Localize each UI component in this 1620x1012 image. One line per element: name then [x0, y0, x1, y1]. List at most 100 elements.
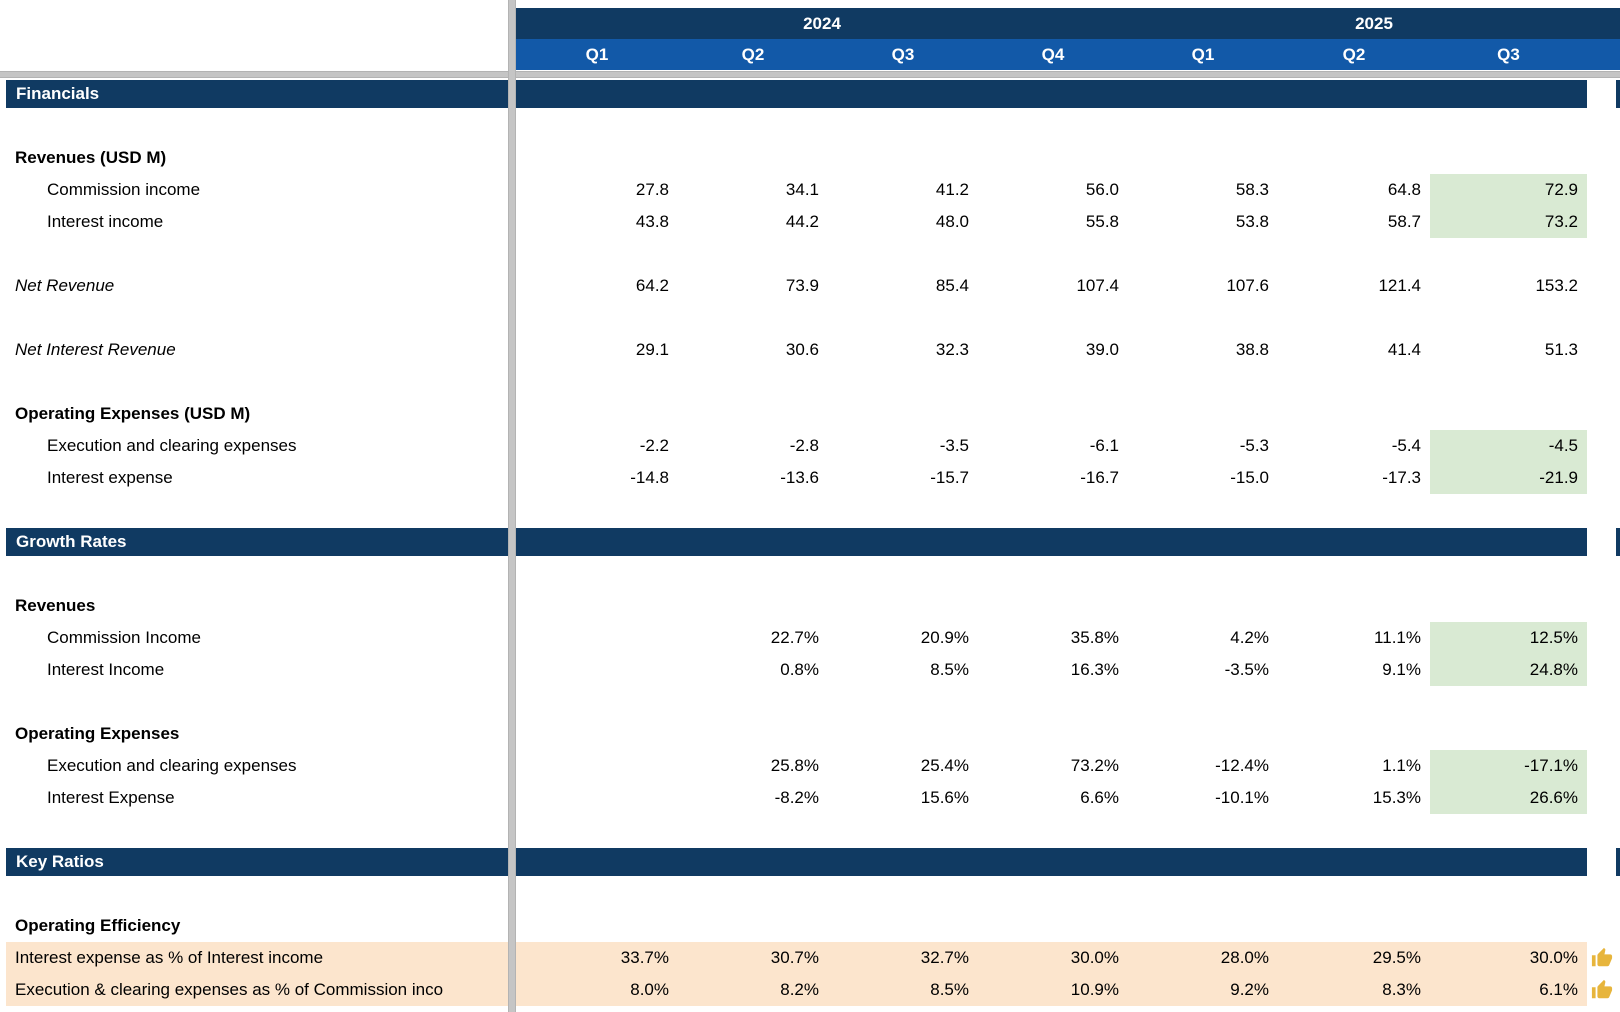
cell[interactable]: 41.4: [1387, 340, 1421, 359]
section-header-financials[interactable]: Financials: [6, 80, 1587, 108]
cell[interactable]: -21.9: [1539, 468, 1578, 487]
cell[interactable]: 34.1: [785, 180, 819, 199]
quarter-header-q2-2025[interactable]: Q2: [1342, 45, 1366, 64]
cell[interactable]: 32.3: [935, 340, 969, 359]
row-label[interactable]: Interest Expense: [47, 788, 175, 807]
cell[interactable]: 30.0%: [1529, 948, 1578, 967]
cell[interactable]: 6.6%: [1080, 788, 1119, 807]
cell[interactable]: 8.5%: [930, 660, 969, 679]
cell[interactable]: 29.1: [635, 340, 669, 359]
cell[interactable]: 43.8: [635, 212, 669, 231]
cell[interactable]: -14.8: [630, 468, 669, 487]
cell[interactable]: 30.7%: [770, 948, 819, 967]
cell[interactable]: 32.7%: [920, 948, 969, 967]
cell[interactable]: 11.1%: [1374, 628, 1421, 647]
quarter-header-q2-2024[interactable]: Q2: [741, 45, 765, 64]
cell[interactable]: 8.3%: [1382, 980, 1421, 999]
cell[interactable]: 56.0: [1085, 180, 1119, 199]
cell[interactable]: -3.5: [939, 436, 969, 455]
section-header-growth-rates[interactable]: Growth Rates: [6, 528, 1587, 556]
cell[interactable]: [516, 782, 678, 814]
vertical-pane-divider[interactable]: [508, 0, 516, 1012]
cell[interactable]: 121.4: [1378, 276, 1421, 295]
cell[interactable]: 35.8%: [1070, 628, 1119, 647]
cell[interactable]: 44.2: [785, 212, 819, 231]
horizontal-pane-divider[interactable]: [0, 71, 1620, 78]
cell[interactable]: 10.9%: [1070, 980, 1119, 999]
cell[interactable]: 20.9%: [920, 628, 969, 647]
cell[interactable]: [516, 750, 678, 782]
cell[interactable]: 24.8%: [1529, 660, 1578, 679]
row-label[interactable]: Interest expense as % of Interest income: [15, 948, 324, 967]
cell[interactable]: -17.3: [1382, 468, 1421, 487]
cell[interactable]: -12.4%: [1215, 756, 1269, 775]
cell[interactable]: 29.5%: [1372, 948, 1421, 967]
cell[interactable]: 53.8: [1235, 212, 1269, 231]
quarter-header-q1-2024[interactable]: Q1: [585, 45, 609, 64]
thumbs-up-icon[interactable]: [1591, 947, 1613, 969]
cell[interactable]: 72.9: [1544, 180, 1578, 199]
cell[interactable]: 27.8: [635, 180, 669, 199]
cell[interactable]: 38.8: [1235, 340, 1269, 359]
cell[interactable]: 28.0%: [1220, 948, 1269, 967]
cell[interactable]: 64.8: [1387, 180, 1421, 199]
cell[interactable]: 107.6: [1226, 276, 1269, 295]
cell[interactable]: 30.0%: [1070, 948, 1119, 967]
section-header-key-ratios[interactable]: Key Ratios: [6, 848, 1587, 876]
cell[interactable]: 9.1%: [1382, 660, 1421, 679]
cell[interactable]: 41.2: [935, 180, 969, 199]
row-label[interactable]: Interest income: [47, 212, 164, 231]
row-label[interactable]: Net Revenue: [15, 276, 115, 295]
cell[interactable]: 16.3%: [1070, 660, 1119, 679]
cell[interactable]: -2.8: [789, 436, 819, 455]
cell[interactable]: -16.7: [1080, 468, 1119, 487]
cell[interactable]: 8.2%: [780, 980, 819, 999]
cell[interactable]: 107.4: [1076, 276, 1119, 295]
cell[interactable]: 9.2%: [1230, 980, 1269, 999]
cell[interactable]: -4.5: [1548, 436, 1578, 455]
cell[interactable]: 25.4%: [920, 756, 969, 775]
row-label[interactable]: Net Interest Revenue: [15, 340, 176, 359]
cell[interactable]: 1.1%: [1382, 756, 1421, 775]
cell[interactable]: 73.2%: [1070, 756, 1119, 775]
cell[interactable]: 12.5%: [1529, 628, 1578, 647]
row-label[interactable]: Interest Income: [47, 660, 165, 679]
cell[interactable]: 26.6%: [1529, 788, 1578, 807]
row-label[interactable]: Operating Expenses: [15, 724, 180, 743]
cell[interactable]: -13.6: [780, 468, 819, 487]
quarter-header-q3-2025[interactable]: Q3: [1497, 45, 1520, 64]
row-label[interactable]: Execution and clearing expenses: [47, 756, 297, 775]
row-label[interactable]: Operating Efficiency: [15, 916, 181, 935]
cell[interactable]: 73.9: [785, 276, 819, 295]
cell[interactable]: 85.4: [935, 276, 969, 295]
cell[interactable]: 58.3: [1235, 180, 1269, 199]
cell[interactable]: 51.3: [1544, 340, 1578, 359]
cell[interactable]: 73.2: [1544, 212, 1578, 231]
cell[interactable]: 48.0: [935, 212, 969, 231]
cell[interactable]: -5.3: [1239, 436, 1269, 455]
cell[interactable]: -5.4: [1391, 436, 1421, 455]
row-label[interactable]: Revenues: [15, 596, 96, 615]
row-label[interactable]: Commission Income: [47, 628, 201, 647]
row-label[interactable]: Execution & clearing expenses as % of Co…: [15, 980, 444, 999]
cell[interactable]: 64.2: [635, 276, 669, 295]
thumbs-up-icon[interactable]: [1591, 979, 1613, 1001]
cell[interactable]: 25.8%: [770, 756, 819, 775]
cell[interactable]: 55.8: [1085, 212, 1119, 231]
cell[interactable]: -6.1: [1089, 436, 1119, 455]
cell[interactable]: 33.7%: [620, 948, 669, 967]
cell[interactable]: 8.0%: [630, 980, 669, 999]
cell[interactable]: [516, 622, 678, 654]
cell[interactable]: 4.2%: [1230, 628, 1269, 647]
cell[interactable]: 153.2: [1535, 276, 1578, 295]
row-label[interactable]: Interest expense: [47, 468, 173, 487]
cell[interactable]: -15.0: [1230, 468, 1269, 487]
cell[interactable]: 6.1%: [1539, 980, 1578, 999]
cell[interactable]: 30.6: [785, 340, 819, 359]
row-label[interactable]: Operating Expenses (USD M): [15, 404, 251, 423]
cell[interactable]: 8.5%: [930, 980, 969, 999]
cell[interactable]: -8.2%: [774, 788, 819, 807]
cell[interactable]: 58.7: [1387, 212, 1421, 231]
cell[interactable]: 0.8%: [780, 660, 819, 679]
cell[interactable]: -15.7: [930, 468, 969, 487]
